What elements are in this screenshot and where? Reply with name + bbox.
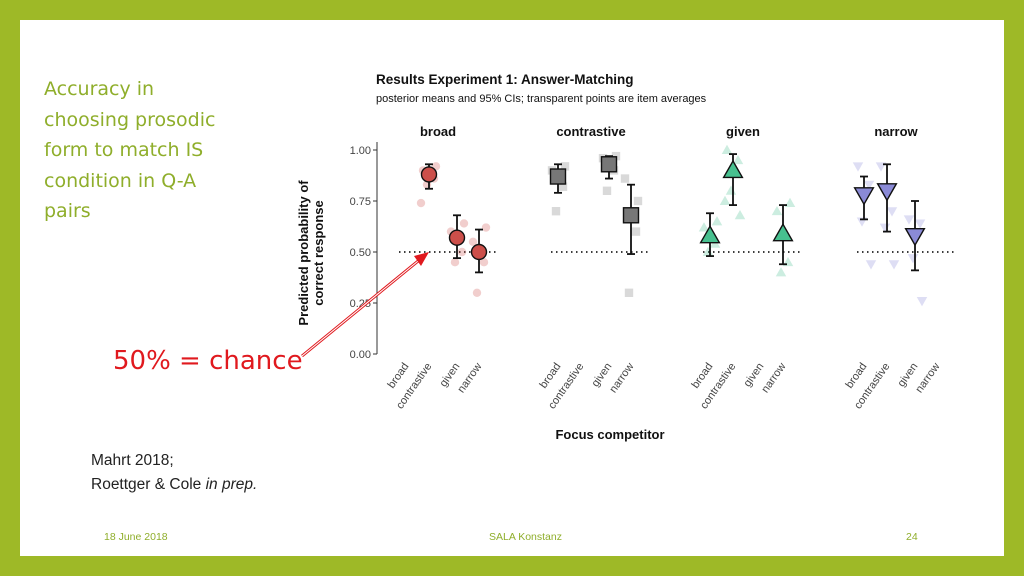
citation-status: in prep. — [205, 476, 258, 493]
panel-title-narrow: narrow — [874, 124, 918, 139]
item-average-point — [865, 260, 877, 270]
posterior-mean-point — [549, 168, 567, 185]
item-average-point — [721, 144, 733, 154]
item-average-point — [734, 210, 746, 220]
item-average-point — [468, 237, 478, 246]
item-average-point — [907, 254, 919, 264]
posterior-mean-point — [622, 207, 640, 224]
citation-authors: Roettger & Cole — [91, 476, 206, 493]
item-average-point — [472, 288, 482, 297]
posterior-mean-point — [904, 227, 926, 247]
item-average-point — [620, 174, 630, 183]
item-average-point — [771, 205, 783, 216]
y-axis-label-line: correct response — [311, 200, 326, 306]
side-text-line: choosing prosodic — [44, 108, 216, 131]
chart-marks — [301, 144, 928, 358]
item-average-point — [551, 207, 561, 216]
item-average-point — [784, 197, 796, 207]
x-axis-label: Focus competitor — [555, 427, 664, 442]
footer-date: 18 June 2018 — [104, 531, 168, 543]
side-text-line: pairs — [44, 200, 91, 223]
side-text: Accuracy in choosing prosodic form to ma… — [44, 74, 254, 227]
panel-title-given: given — [726, 124, 760, 139]
item-average-point — [711, 216, 723, 226]
item-average-point — [624, 288, 634, 297]
item-average-point — [558, 182, 568, 191]
chance-arrow-highlight — [301, 256, 424, 357]
y-tick-label: 0.25 — [350, 298, 371, 310]
posterior-mean-point — [722, 159, 744, 179]
item-average-point — [416, 198, 426, 208]
item-average-point — [916, 297, 928, 307]
side-text-line: form to match IS — [44, 139, 204, 162]
item-average-point — [633, 196, 643, 206]
panel-title-contrastive: contrastive — [556, 124, 625, 139]
posterior-mean-point — [448, 229, 466, 246]
footer-page-number: 24 — [906, 531, 918, 543]
item-average-point — [775, 267, 787, 277]
item-average-point — [602, 186, 612, 195]
chart-subtitle: posterior means and 95% CIs; transparent… — [376, 93, 707, 105]
y-axis-label: Predicted probability ofcorrect response — [296, 180, 326, 326]
item-average-point — [698, 222, 710, 232]
item-average-point — [481, 223, 491, 232]
posterior-mean-point — [772, 222, 794, 242]
slide: Accuracy in choosing prosodic form to ma… — [20, 20, 1004, 556]
item-average-point — [863, 180, 875, 190]
posterior-mean-point — [699, 224, 721, 244]
item-average-point — [457, 247, 467, 257]
chart-title: Results Experiment 1: Answer-Matching — [376, 72, 634, 87]
posterior-mean-point — [876, 183, 898, 202]
posterior-mean-point — [420, 166, 438, 183]
y-tick-label: 1.00 — [350, 145, 371, 157]
item-average-point — [560, 162, 570, 171]
side-text-line: condition in Q-A — [44, 169, 197, 192]
footer-venue: SALA Konstanz — [489, 531, 562, 543]
posterior-mean-point — [470, 243, 488, 261]
chance-arrow-head — [414, 252, 429, 266]
item-average-point — [719, 195, 731, 205]
y-axis-label-line: Predicted probability of — [296, 180, 311, 326]
item-average-point — [886, 207, 898, 217]
citation-line-2: Roettger & Cole in prep. — [91, 473, 257, 497]
posterior-mean-point — [853, 187, 875, 206]
item-average-point — [631, 227, 641, 236]
results-chart: Results Experiment 1: Answer-Matching po… — [296, 72, 957, 442]
citation: Mahrt 2018; Roettger & Cole in prep. — [91, 449, 257, 497]
item-average-point — [914, 219, 926, 229]
item-average-point — [479, 258, 489, 267]
y-tick-label: 0.00 — [350, 349, 371, 361]
item-average-point — [732, 154, 744, 165]
chance-annotation: 50% = chance — [113, 346, 303, 376]
item-average-point — [888, 260, 900, 270]
item-average-point — [903, 215, 915, 225]
side-text-line: Accuracy in — [44, 78, 155, 100]
posterior-mean-point — [600, 156, 618, 173]
y-tick-label: 0.50 — [350, 247, 371, 259]
y-tick-label: 0.75 — [350, 196, 371, 208]
item-average-point — [725, 185, 737, 195]
citation-line-1: Mahrt 2018; — [91, 452, 174, 469]
item-average-point — [852, 162, 864, 172]
item-average-point — [450, 258, 460, 267]
item-average-point — [459, 219, 469, 228]
panel-title-broad: broad — [420, 124, 456, 139]
